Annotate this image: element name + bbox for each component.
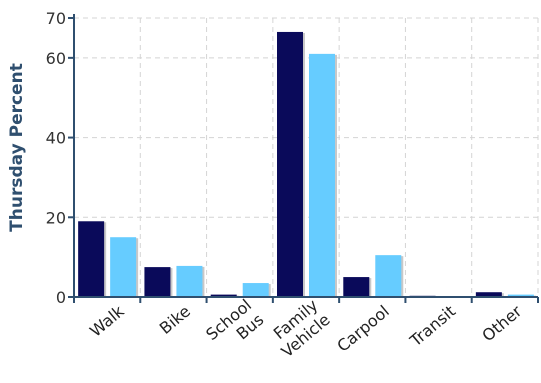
bar-series-2-2 [243, 283, 269, 297]
x-tick-label: FamilyVehicle [265, 295, 333, 361]
bar-series-1-3 [277, 32, 303, 297]
x-tick-label: Other [478, 301, 525, 345]
y-tick-label: 70 [46, 9, 66, 28]
bar-series-1-0 [78, 221, 104, 297]
bar-series-2-4 [375, 255, 401, 297]
x-tick-label: Carpool [333, 302, 393, 356]
bar-series-2-3 [309, 54, 335, 297]
x-tick-label: Bike [156, 302, 194, 338]
x-tick-label: Transit [406, 302, 460, 351]
y-tick-label: 60 [46, 49, 66, 68]
bar-series-1-1 [144, 267, 170, 297]
y-tick-label: 40 [46, 129, 66, 148]
grid [74, 18, 538, 297]
bar-series-1-4 [343, 277, 369, 297]
x-tick-label-line: Carpool [333, 302, 393, 356]
y-axis-title: Thursday Percent [7, 63, 27, 232]
x-tick-label-line: Walk [86, 301, 128, 341]
y-tick-label: 0 [56, 288, 66, 307]
y-tick-label: 20 [46, 208, 66, 227]
x-tick-label: SchoolBus [202, 295, 267, 358]
bars [78, 32, 536, 297]
bar-series-2-1 [176, 266, 202, 297]
bar-series-2-0 [110, 237, 136, 297]
x-tick-label: Walk [86, 301, 128, 341]
x-tick-label-line: Transit [406, 302, 460, 351]
x-tick-label-line: Other [478, 301, 525, 345]
x-tick-label-line: Bike [156, 302, 194, 338]
